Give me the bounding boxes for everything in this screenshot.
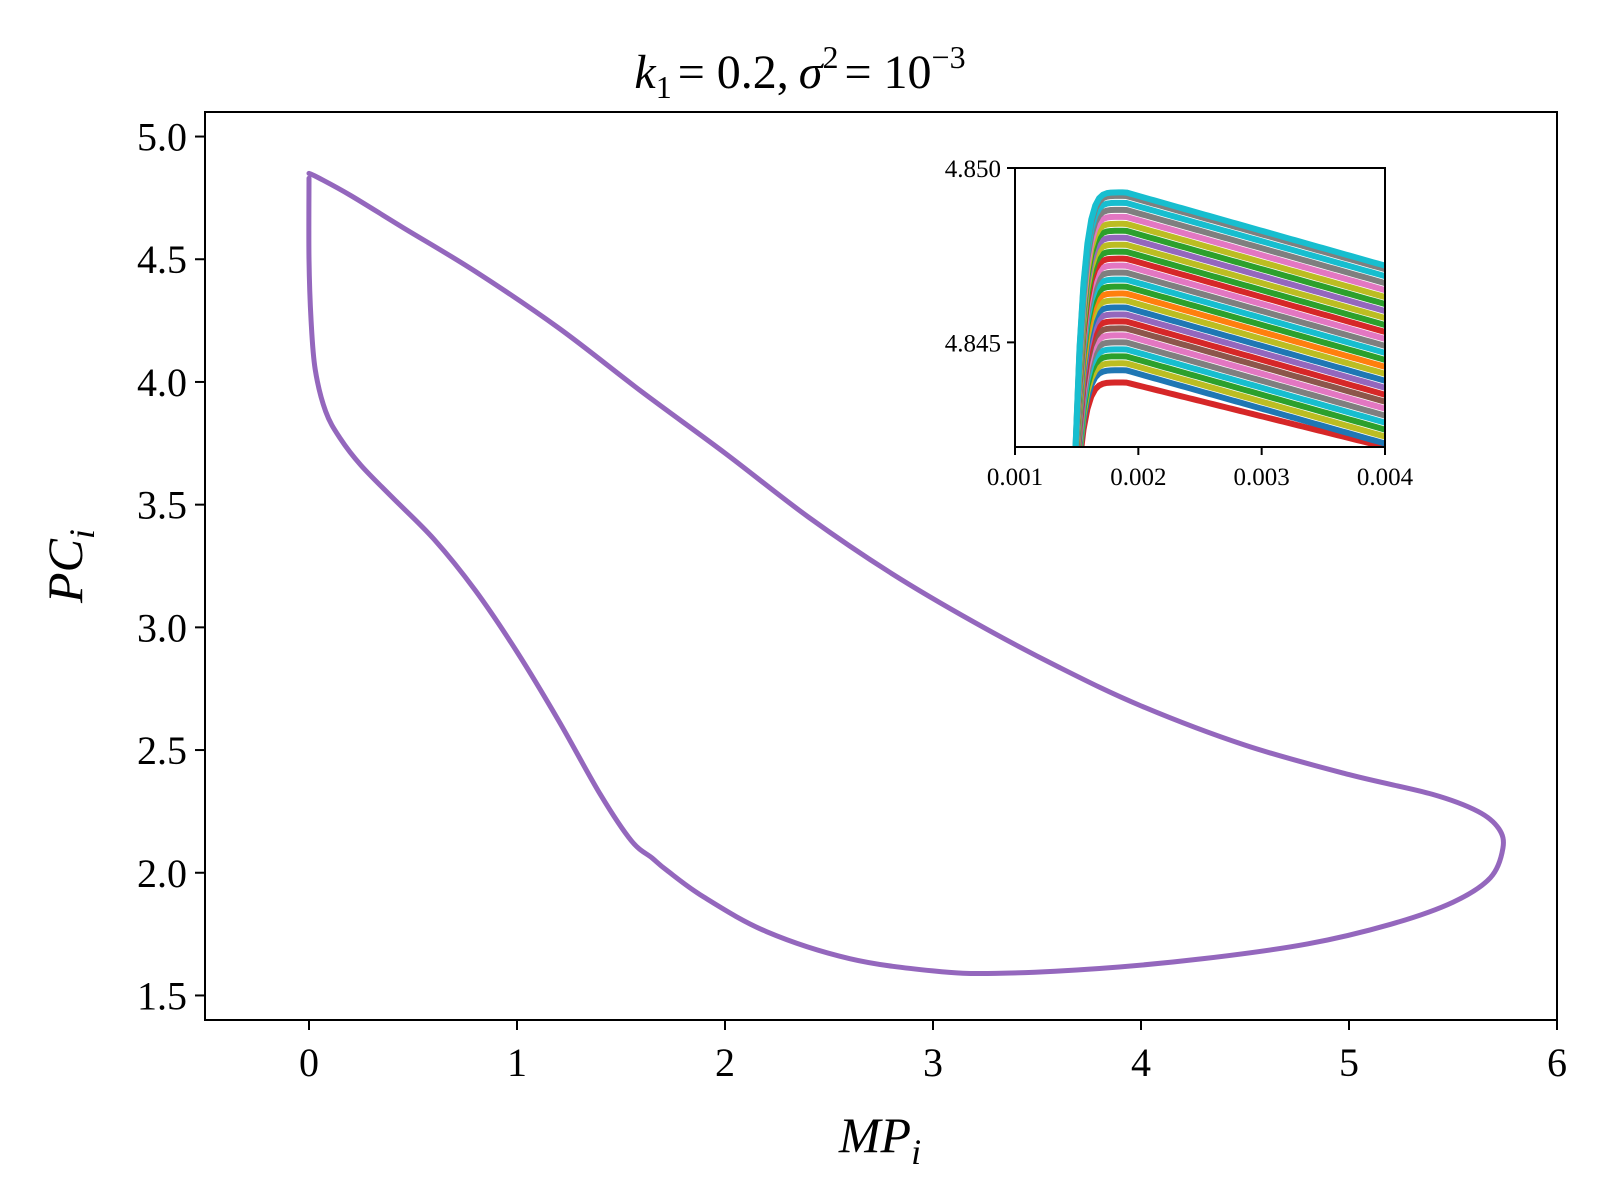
inset-x-tick-label: 0.001 (987, 464, 1043, 491)
inset-series-line-13 (1074, 283, 1385, 447)
inset-series-line-7 (1075, 325, 1385, 447)
main-plot: 0 1 2 3 4 5 6 1.5 2.0 2.5 3.0 3.5 4.0 4.5 5.0 (137, 111, 1567, 1085)
chart-title: k1 = 0.2, σ2 = 10−3 (634, 39, 965, 105)
title-k-value: = 0.2, (678, 46, 789, 99)
y-tick-label: 2.5 (137, 728, 187, 773)
x-tick-label: 1 (507, 1040, 527, 1085)
x-tick-label: 2 (715, 1040, 735, 1085)
title-sigma-sup: 2 (822, 39, 838, 75)
title-eq: = 10 (844, 46, 931, 99)
y-tick-label: 2.0 (137, 851, 187, 896)
main-plot-frame (204, 111, 1558, 1021)
main-x-axis: 0 1 2 3 4 5 6 (299, 1020, 1567, 1085)
inset-plot: 0.001 0.002 0.003 0.004 4.845 4.850 (945, 156, 1414, 491)
y-tick-label: 1.5 (137, 973, 187, 1018)
inset-series-line-1 (1077, 367, 1385, 447)
title-sigma-symbol: σ (799, 46, 825, 99)
main-series-line-0 (306, 170, 1506, 977)
inset-series-line-10 (1074, 304, 1385, 447)
inset-x-tick-label: 0.003 (1234, 464, 1290, 491)
inset-series-line-26 (1072, 192, 1385, 447)
inset-x-tick-label: 0.002 (1110, 464, 1166, 491)
x-tick-label: 3 (923, 1040, 943, 1085)
inset-series-line-23 (1072, 213, 1385, 447)
y-axis-label-sub: i (62, 529, 102, 539)
inset-series-line-19 (1073, 241, 1385, 447)
inset-series-line-3 (1076, 353, 1385, 447)
inset-series-line-2 (1076, 360, 1385, 447)
x-tick-label: 6 (1547, 1040, 1567, 1085)
y-tick-label: 3.0 (137, 605, 187, 650)
y-tick-label: 5.0 (137, 115, 187, 160)
inset-frame (1014, 167, 1386, 448)
inset-series-line-12 (1074, 290, 1385, 447)
inset-series-line-22 (1073, 220, 1385, 447)
x-tick-label: 4 (1131, 1040, 1151, 1085)
inset-series-line-20 (1073, 234, 1385, 447)
inset-series-line-14 (1074, 276, 1385, 447)
y-axis-label: PCi (37, 529, 102, 604)
main-y-axis: 1.5 2.0 2.5 3.0 3.5 4.0 4.5 5.0 (137, 115, 205, 1018)
title-exp: −3 (932, 39, 966, 75)
inset-series-line-27 (1072, 189, 1385, 447)
inset-y-tick-label: 4.845 (945, 330, 1001, 357)
inset-y-axis: 4.845 4.850 (945, 156, 1015, 357)
x-axis-label-base: MP (838, 1107, 911, 1163)
inset-series-line-11 (1074, 297, 1385, 447)
x-axis-label-sub: i (911, 1132, 921, 1172)
inset-series-line-17 (1073, 255, 1385, 447)
inset-series-line-6 (1075, 332, 1385, 447)
y-tick-label: 4.5 (137, 237, 187, 282)
inset-series-line-15 (1073, 269, 1385, 447)
inset-series-line-5 (1075, 339, 1385, 447)
inset-series-line-9 (1075, 311, 1385, 447)
title-k-symbol: k (634, 46, 657, 99)
inset-series-line-8 (1075, 318, 1385, 447)
x-tick-label: 5 (1339, 1040, 1359, 1085)
inset-x-tick-label: 0.004 (1357, 464, 1414, 491)
inset-series-line-4 (1076, 346, 1385, 447)
inset-series-line-0 (1078, 379, 1385, 447)
main-curves (306, 170, 1506, 977)
inset-y-tick-label: 4.850 (945, 156, 1001, 183)
y-tick-label: 4.0 (137, 360, 187, 405)
inset-x-axis: 0.001 0.002 0.003 0.004 (987, 447, 1414, 491)
x-tick-label: 0 (299, 1040, 319, 1085)
inset-series-line-24 (1072, 206, 1385, 447)
inset-series-line-16 (1073, 262, 1385, 447)
inset-series-line-18 (1073, 248, 1385, 447)
title-k-sub: 1 (656, 69, 672, 105)
inset-curves (1072, 189, 1385, 447)
y-axis-label-base: PC (37, 538, 93, 604)
inset-series-line-21 (1073, 227, 1385, 447)
inset-series-line-25 (1072, 199, 1385, 447)
y-tick-label: 3.5 (137, 483, 187, 528)
x-axis-label: MPi (838, 1107, 921, 1172)
